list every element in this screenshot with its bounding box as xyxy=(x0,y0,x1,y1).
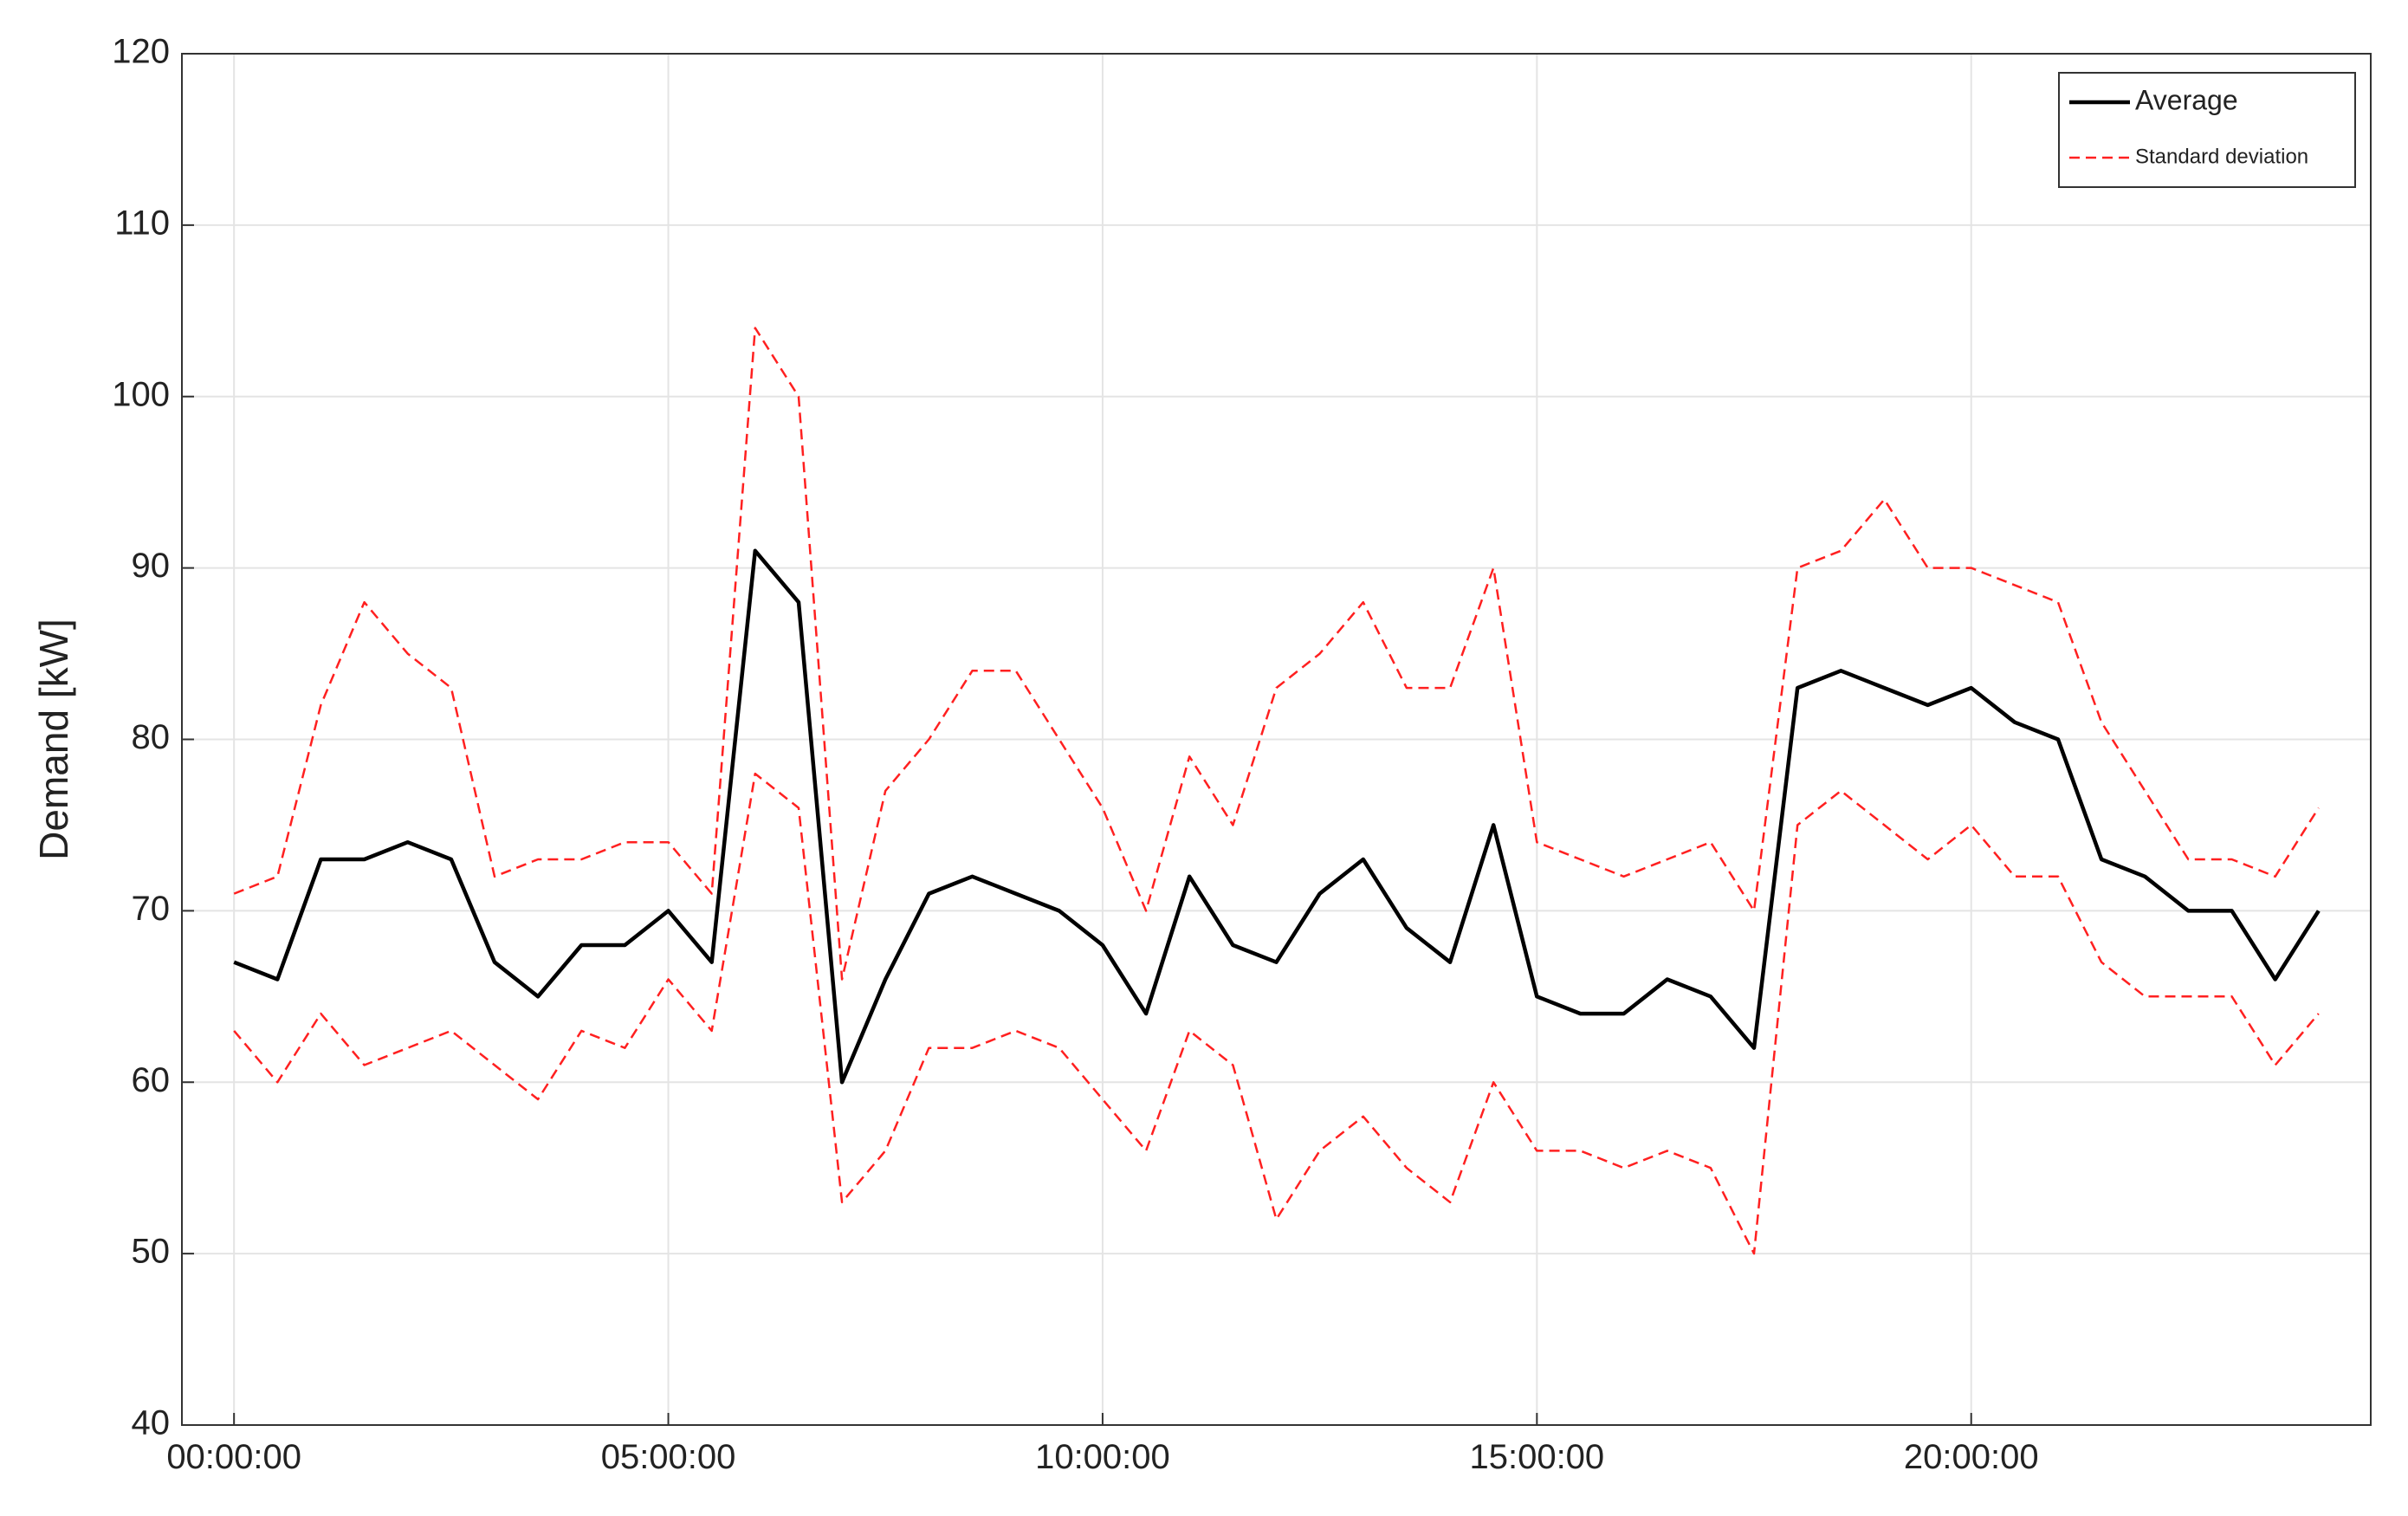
y-tick-label: 100 xyxy=(112,375,170,413)
legend-box xyxy=(2058,72,2356,188)
x-tick-label: 20:00:00 xyxy=(1904,1438,2039,1476)
legend-label: Standard deviation xyxy=(2135,145,2308,168)
plot-frame xyxy=(181,53,2372,1426)
y-tick-label: 40 xyxy=(132,1404,171,1442)
y-axis-label: Demand [kW] xyxy=(31,619,76,860)
y-tick-label: 90 xyxy=(132,547,171,585)
legend: Average Standard deviation xyxy=(2058,72,2356,188)
y-tick-label: 110 xyxy=(114,204,170,242)
x-tick-label: 00:00:00 xyxy=(166,1438,301,1476)
x-tick-label: 15:00:00 xyxy=(1469,1438,1604,1476)
x-tick-label: 10:00:00 xyxy=(1035,1438,1170,1476)
y-tick-label: 80 xyxy=(132,718,171,756)
legend-label: Average xyxy=(2135,84,2238,115)
y-tick-label: 60 xyxy=(132,1061,171,1099)
average-line xyxy=(233,548,2321,1085)
y-tick-label: 70 xyxy=(132,890,171,928)
std-line xyxy=(233,772,2320,1255)
y-tick-label: 120 xyxy=(112,33,170,71)
y-tick-label: 50 xyxy=(132,1233,171,1271)
std-line xyxy=(233,327,2320,981)
x-tick-label: 05:00:00 xyxy=(601,1438,736,1476)
